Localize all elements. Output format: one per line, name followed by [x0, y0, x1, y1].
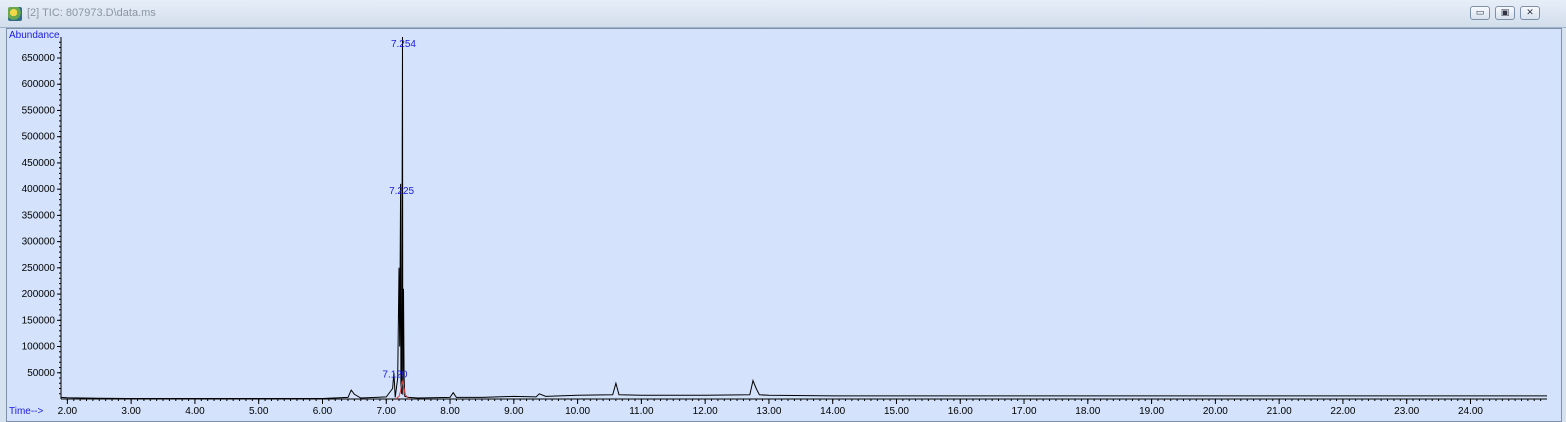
- restore-button[interactable]: ▣: [1495, 6, 1515, 20]
- chromatogram-plot-area[interactable]: 50000 100000 150000 200000 250000 300000 35000…: [6, 28, 1562, 422]
- x-tick-label: 20.00: [1203, 406, 1228, 417]
- close-button[interactable]: ✕: [1520, 6, 1540, 20]
- x-tick-label: 18.00: [1075, 406, 1100, 417]
- peak-label: 7.254: [391, 39, 416, 50]
- x-tick-label: 5.00: [249, 406, 269, 417]
- chromatogram-chart: 50000 100000 150000 200000 250000 300000 35000…: [9, 30, 1547, 417]
- chromatogram-app-icon: [8, 7, 22, 21]
- y-tick-label: 500000: [22, 132, 56, 143]
- y-tick-label: 150000: [22, 315, 56, 326]
- y-tick-label: 550000: [22, 105, 56, 116]
- y-tick-label: 200000: [22, 289, 56, 300]
- window-titlebar: [2] TIC: 807973.D\data.ms ▭ ▣ ✕: [0, 0, 1566, 28]
- peak-label: 7.120: [382, 370, 407, 381]
- x-tick-label: 11.00: [629, 406, 654, 417]
- y-tick-label: 600000: [22, 79, 56, 90]
- x-tick-label: 17.00: [1012, 406, 1037, 417]
- x-tick-label: 12.00: [693, 406, 718, 417]
- tic-series-line-0: [60, 36, 1547, 399]
- x-tick-label: 8.00: [440, 406, 460, 417]
- y-tick-label: 400000: [22, 184, 56, 195]
- y-tick-label: 100000: [22, 342, 56, 353]
- x-axis-label: Time-->: [9, 406, 44, 417]
- y-tick-label: 350000: [22, 210, 56, 221]
- x-tick-label: 14.00: [820, 406, 845, 417]
- x-tick-label: 9.00: [504, 406, 524, 417]
- x-tick-label: 16.00: [948, 406, 973, 417]
- y-tick-label: 450000: [22, 158, 56, 169]
- y-tick-label: 300000: [22, 237, 56, 248]
- y-tick-label: 650000: [22, 53, 56, 64]
- x-tick-label: 24.00: [1458, 406, 1483, 417]
- x-tick-label: 4.00: [185, 406, 205, 417]
- x-tick-label: 22.00: [1330, 406, 1355, 417]
- window-title: [2] TIC: 807973.D\data.ms: [27, 7, 156, 19]
- x-tick-label: 13.00: [756, 406, 781, 417]
- minimize-button[interactable]: ▭: [1470, 6, 1490, 20]
- tic-series-line-1: [395, 380, 409, 400]
- x-tick-label: 23.00: [1394, 406, 1419, 417]
- y-tick-label: 50000: [27, 368, 55, 379]
- y-tick-label: 250000: [22, 263, 56, 274]
- peak-label: 7.225: [389, 186, 414, 197]
- x-tick-label: 21.00: [1267, 406, 1292, 417]
- x-tick-label: 6.00: [313, 406, 333, 417]
- y-axis-label: Abundance: [9, 30, 60, 41]
- x-tick-label: 2.00: [58, 406, 78, 417]
- x-tick-label: 10.00: [565, 406, 590, 417]
- x-tick-label: 7.00: [377, 406, 397, 417]
- x-tick-label: 15.00: [884, 406, 909, 417]
- x-tick-label: 19.00: [1139, 406, 1164, 417]
- x-tick-label: 3.00: [121, 406, 141, 417]
